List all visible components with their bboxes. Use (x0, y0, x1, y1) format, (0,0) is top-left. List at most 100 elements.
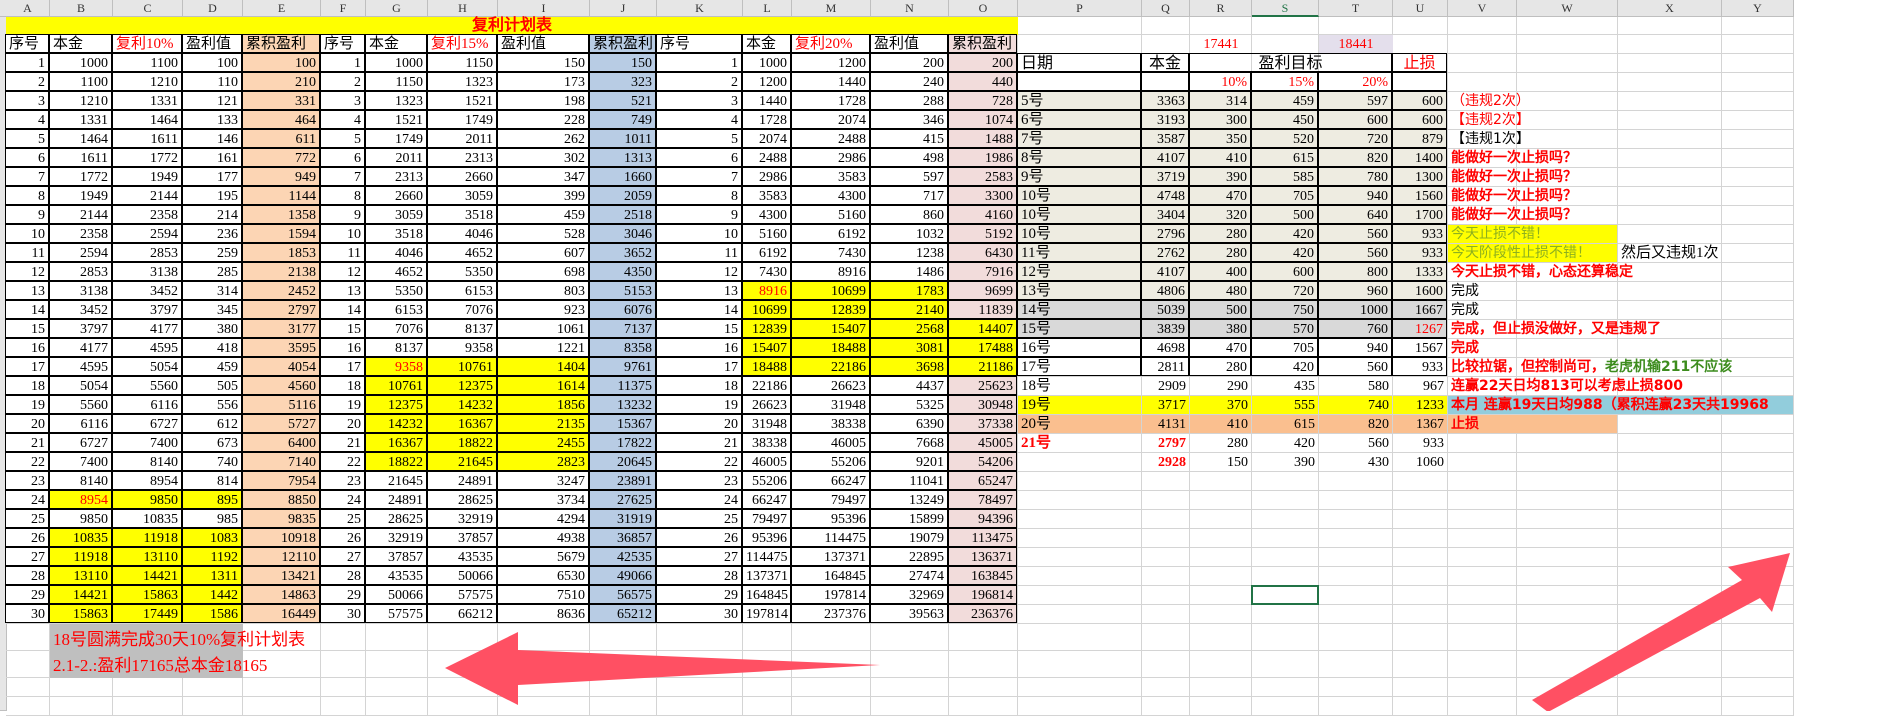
table2-cumulative-cell[interactable]: 17822 (589, 433, 656, 452)
table1-principal-cell[interactable]: 14421 (49, 585, 112, 604)
table1-cumulative-cell[interactable]: 16449 (242, 604, 320, 623)
daily-p10-cell[interactable]: 350 (1189, 129, 1251, 148)
table2-principal-cell[interactable]: 28625 (365, 509, 427, 528)
table1-compound-cell[interactable]: 1464 (112, 110, 182, 129)
empty-cell[interactable] (1722, 358, 1794, 377)
empty-cell[interactable] (1722, 54, 1794, 73)
daily-p20-cell[interactable]: 720 (1318, 129, 1392, 148)
daily-stop-cell[interactable]: 933 (1392, 224, 1447, 243)
table2-seq-cell[interactable]: 6 (320, 148, 365, 167)
empty-cell[interactable] (743, 624, 792, 651)
empty-cell[interactable] (321, 678, 366, 697)
table2-principal-cell[interactable]: 3518 (365, 224, 427, 243)
table3-profit-cell[interactable]: 3698 (870, 357, 948, 376)
table2-principal-cell[interactable]: 2660 (365, 186, 427, 205)
empty-cell[interactable] (1448, 567, 1517, 586)
table3-seq-cell[interactable]: 25 (656, 509, 742, 528)
table3-profit-cell[interactable]: 7668 (870, 433, 948, 452)
empty-cell[interactable] (243, 697, 321, 716)
note-cell[interactable]: 能做好一次止损吗？ (1448, 187, 1577, 206)
table2-compound-cell[interactable]: 3059 (427, 186, 497, 205)
table1-seq-cell[interactable]: 30 (5, 604, 49, 623)
table1-seq-cell[interactable]: 29 (5, 585, 49, 604)
table3-profit-cell[interactable]: 415 (870, 129, 948, 148)
empty-cell[interactable] (1618, 605, 1722, 624)
table1-principal-cell[interactable]: 4595 (49, 357, 112, 376)
table2-profit-cell[interactable]: 2135 (497, 414, 589, 433)
empty-cell[interactable] (1190, 624, 1252, 651)
daily-p10-cell[interactable]: 500 (1189, 300, 1251, 319)
table2-cumulative-cell[interactable]: 6076 (589, 300, 656, 319)
table3-principal-cell[interactable]: 1200 (742, 72, 791, 91)
table2-seq-cell[interactable]: 21 (320, 433, 365, 452)
empty-cell[interactable] (428, 678, 498, 697)
table2-principal-cell[interactable]: 5350 (365, 281, 427, 300)
empty-cell[interactable] (1393, 529, 1448, 548)
table1-compound-cell[interactable]: 2594 (112, 224, 182, 243)
empty-cell[interactable] (498, 678, 590, 697)
table3-cumulative-cell[interactable]: 440 (948, 72, 1017, 91)
empty-cell[interactable] (949, 678, 1018, 697)
empty-cell[interactable] (871, 697, 949, 716)
table2-seq-cell[interactable]: 4 (320, 110, 365, 129)
table3-profit-cell[interactable]: 288 (870, 91, 948, 110)
table1-seq-cell[interactable]: 6 (5, 148, 49, 167)
empty-cell[interactable] (1722, 73, 1794, 92)
table2-profit-cell[interactable]: 1221 (497, 338, 589, 357)
table3-principal-cell[interactable]: 7430 (742, 262, 791, 281)
empty-cell[interactable] (1517, 697, 1618, 716)
empty-cell[interactable] (1448, 586, 1517, 605)
table1-principal-cell[interactable]: 6727 (49, 433, 112, 452)
table3-compound-cell[interactable]: 38338 (791, 414, 870, 433)
table1-compound-cell[interactable]: 7400 (112, 433, 182, 452)
empty-cell[interactable] (1517, 510, 1618, 529)
table3-principal-cell[interactable]: 55206 (742, 471, 791, 490)
table1-profit-cell[interactable]: 1442 (182, 585, 242, 604)
table1-profit-cell[interactable]: 236 (182, 224, 242, 243)
note-cell[interactable]: 能做好一次止损吗？ (1448, 206, 1577, 225)
table3-seq-cell[interactable]: 18 (656, 376, 742, 395)
table3-seq-cell[interactable]: 3 (656, 91, 742, 110)
table2-cumulative-cell[interactable]: 8358 (589, 338, 656, 357)
table1-profit-cell[interactable]: 895 (182, 490, 242, 509)
note-cell[interactable]: 今天止损不错，心态还算稳定 (1448, 263, 1633, 282)
table2-seq-cell[interactable]: 25 (320, 509, 365, 528)
empty-cell[interactable] (366, 651, 428, 678)
empty-cell[interactable] (1517, 111, 1618, 130)
empty-cell[interactable] (1618, 206, 1722, 225)
table1-profit-cell[interactable]: 161 (182, 148, 242, 167)
daily-stop-cell[interactable]: 1667 (1392, 300, 1447, 319)
daily-p20-cell[interactable]: 640 (1318, 205, 1392, 224)
table1-profit-cell[interactable]: 214 (182, 205, 242, 224)
table3-principal-cell[interactable]: 1440 (742, 91, 791, 110)
empty-cell[interactable] (1018, 510, 1142, 529)
empty-cell[interactable] (1252, 35, 1319, 54)
empty-cell[interactable] (590, 678, 657, 697)
empty-cell[interactable] (113, 678, 183, 697)
table1-principal-cell[interactable]: 11918 (49, 547, 112, 566)
empty-cell[interactable] (1252, 491, 1319, 510)
table3-profit-cell[interactable]: 32969 (870, 585, 948, 604)
column-header-F[interactable]: F (321, 0, 366, 17)
table2-profit-cell[interactable]: 347 (497, 167, 589, 186)
empty-cell[interactable] (1618, 697, 1722, 716)
table1-compound-cell[interactable]: 3138 (112, 262, 182, 281)
empty-cell[interactable] (1517, 301, 1618, 320)
table2-compound-cell[interactable]: 3518 (427, 205, 497, 224)
table3-principal-cell[interactable]: 5160 (742, 224, 791, 243)
empty-cell[interactable] (321, 697, 366, 716)
daily-date-cell[interactable]: 5号 (1017, 91, 1141, 110)
empty-cell[interactable] (1252, 624, 1319, 651)
table3-cumulative-cell[interactable]: 6430 (948, 243, 1017, 262)
empty-cell[interactable] (1722, 605, 1794, 624)
empty-cell[interactable] (1142, 605, 1190, 624)
empty-cell[interactable] (1722, 92, 1794, 111)
table1-seq-cell[interactable]: 26 (5, 528, 49, 547)
table1-principal-cell[interactable]: 1772 (49, 167, 112, 186)
empty-cell[interactable] (949, 624, 1018, 651)
table2-compound-cell[interactable]: 1323 (427, 72, 497, 91)
table3-compound-cell[interactable]: 197814 (791, 585, 870, 604)
table1-compound-cell[interactable]: 2358 (112, 205, 182, 224)
table1-cumulative-cell[interactable]: 13421 (242, 566, 320, 585)
empty-cell[interactable] (1142, 548, 1190, 567)
